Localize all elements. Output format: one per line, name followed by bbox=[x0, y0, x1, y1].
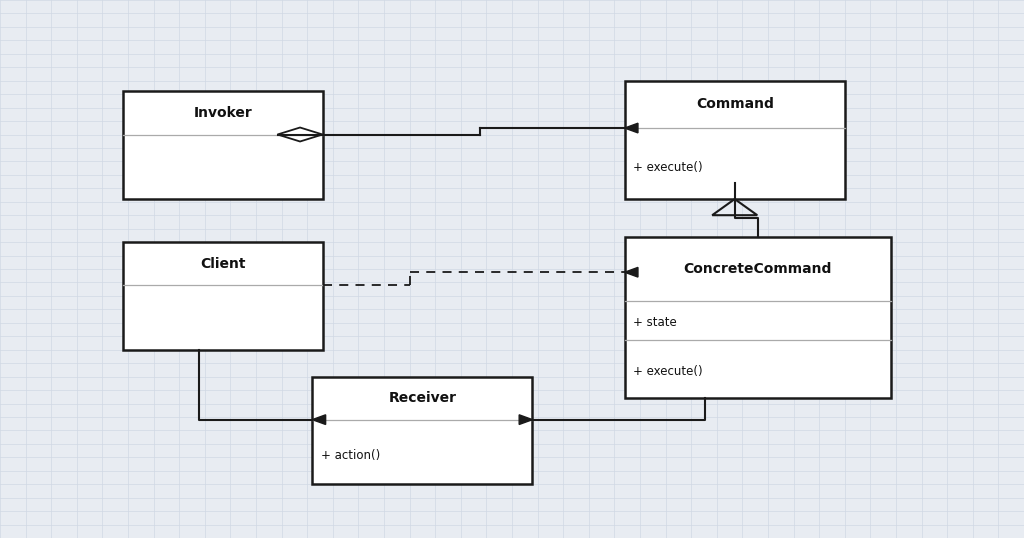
Text: + execute(): + execute() bbox=[633, 365, 702, 378]
Bar bbox=[123, 242, 323, 350]
Text: + action(): + action() bbox=[321, 449, 380, 462]
Polygon shape bbox=[519, 415, 532, 424]
Polygon shape bbox=[312, 415, 326, 424]
Text: Receiver: Receiver bbox=[388, 391, 457, 405]
Text: + state: + state bbox=[633, 316, 677, 329]
Bar bbox=[625, 81, 845, 199]
Text: + execute(): + execute() bbox=[633, 161, 702, 174]
Polygon shape bbox=[625, 267, 638, 277]
Text: Client: Client bbox=[200, 257, 246, 271]
Polygon shape bbox=[625, 123, 638, 133]
Bar bbox=[312, 377, 532, 484]
Text: Command: Command bbox=[695, 97, 774, 111]
Bar bbox=[625, 237, 891, 398]
Text: ConcreteCommand: ConcreteCommand bbox=[684, 262, 831, 276]
Bar bbox=[123, 91, 323, 199]
Text: Invoker: Invoker bbox=[194, 106, 252, 120]
